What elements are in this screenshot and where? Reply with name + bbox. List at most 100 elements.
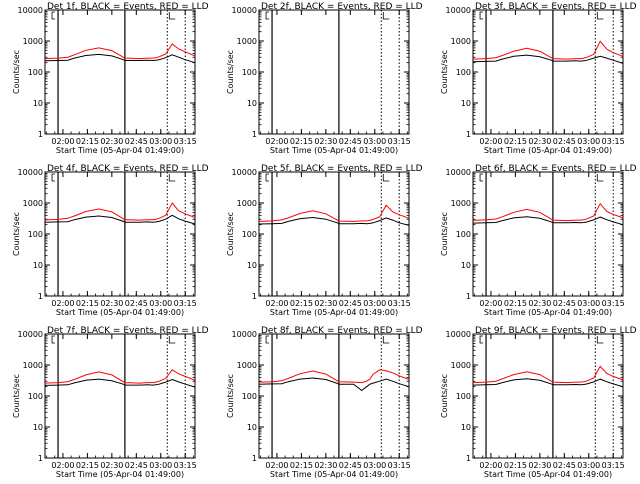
marker-bracket [265, 335, 270, 344]
x-tick-label: 02:45 [125, 461, 148, 470]
y-axis-label: Counts/sec [440, 374, 449, 418]
y-tick-label: 100 [242, 230, 257, 239]
x-tick-label: 02:30 [314, 299, 337, 308]
panel-det-5: Det 5f, BLACK = Events, RED = LLD 1 10 100 1… [226, 164, 423, 317]
panel-det-7: Det 7f, BLACK = Events, RED = LLD 1 10 100 1… [12, 326, 209, 479]
x-tick-label: 03:15 [388, 461, 411, 470]
series-line-lld [472, 365, 624, 384]
x-tick-label: 02:30 [314, 461, 337, 470]
marker-bracket [168, 12, 176, 20]
plot-frame [472, 9, 624, 135]
y-tick-label: 1000 [23, 199, 43, 208]
y-tick-label: 1 [38, 130, 43, 139]
y-tick-label: 10 [461, 423, 471, 432]
x-axis-label: Start Time (05-Apr-04 01:49:00) [56, 470, 184, 479]
y-axis-label: Counts/sec [440, 50, 449, 94]
x-tick-label: 03:15 [602, 137, 625, 146]
y-tick-label: 10000 [232, 168, 257, 177]
marker-bracket [382, 12, 390, 20]
y-axis-label: Counts/sec [226, 212, 235, 256]
marker-bracket [382, 174, 390, 182]
x-tick-label: 03:00 [363, 137, 386, 146]
y-tick-label: 10 [247, 423, 257, 432]
y-tick-label: 10000 [18, 6, 43, 15]
plot-frame [258, 9, 410, 135]
marker-bracket [479, 173, 484, 182]
x-tick-label: 03:00 [363, 461, 386, 470]
x-axis-label: Start Time (05-Apr-04 01:49:00) [484, 470, 612, 479]
y-tick-label: 1000 [237, 361, 257, 370]
plot-frame [472, 333, 624, 459]
x-tick-label: 03:15 [602, 461, 625, 470]
plot-frame [258, 171, 410, 297]
x-tick-label: 03:15 [174, 299, 197, 308]
y-tick-label: 100 [242, 392, 257, 401]
series-line-events [44, 214, 196, 225]
panel-det-3: Det 3f, BLACK = Events, RED = LLD 1 10 100 1… [440, 2, 637, 155]
x-tick-label: 02:00 [51, 299, 74, 308]
y-tick-label: 10 [247, 99, 257, 108]
x-tick-label: 03:00 [149, 461, 172, 470]
x-axis-label: Start Time (05-Apr-04 01:49:00) [56, 146, 184, 155]
y-tick-label: 1 [252, 292, 257, 301]
y-tick-label: 100 [28, 230, 43, 239]
x-tick-label: 03:15 [174, 137, 197, 146]
x-tick-label: 02:15 [76, 299, 99, 308]
x-tick-label: 02:30 [528, 461, 551, 470]
y-tick-label: 10 [247, 261, 257, 270]
marker-bracket [479, 11, 484, 20]
panel-title: Det 2f, BLACK = Events, RED = LLD [261, 2, 423, 12]
marker-bracket [265, 11, 270, 20]
y-tick-label: 1000 [451, 361, 471, 370]
x-tick-label: 02:45 [553, 299, 576, 308]
x-tick-label: 03:15 [388, 137, 411, 146]
series-line-lld [44, 202, 196, 221]
plot-frame [258, 333, 410, 459]
x-tick-label: 03:00 [577, 461, 600, 470]
x-axis-label: Start Time (05-Apr-04 01:49:00) [270, 308, 398, 317]
y-tick-label: 100 [456, 392, 471, 401]
panel-title: Det 3f, BLACK = Events, RED = LLD [475, 2, 637, 12]
series-line-events [472, 216, 624, 226]
panel-det-8: Det 8f, BLACK = Events, RED = LLD 1 10 100 1… [226, 326, 423, 479]
series-line-lld [258, 204, 410, 222]
x-tick-label: 02:00 [479, 461, 502, 470]
y-tick-label: 1000 [237, 199, 257, 208]
y-tick-label: 1000 [23, 361, 43, 370]
panel-title: Det 4f, BLACK = Events, RED = LLD [47, 164, 209, 174]
x-tick-label: 02:45 [339, 137, 362, 146]
y-tick-label: 10000 [446, 330, 471, 339]
x-tick-label: 02:15 [504, 137, 527, 146]
y-tick-label: 10000 [18, 168, 43, 177]
y-tick-label: 10 [33, 423, 43, 432]
plot-frame [44, 171, 196, 297]
x-axis-label: Start Time (05-Apr-04 01:49:00) [484, 308, 612, 317]
x-tick-label: 03:00 [577, 137, 600, 146]
series-line-events [44, 53, 196, 64]
x-tick-label: 02:30 [100, 299, 123, 308]
x-tick-label: 03:00 [577, 299, 600, 308]
x-tick-label: 02:00 [51, 461, 74, 470]
y-tick-label: 1 [466, 292, 471, 301]
y-tick-label: 10000 [446, 168, 471, 177]
panel-title: Det 5f, BLACK = Events, RED = LLD [261, 164, 423, 174]
y-tick-label: 1 [466, 130, 471, 139]
plot-frame [44, 333, 196, 459]
x-axis-label: Start Time (05-Apr-04 01:49:00) [270, 470, 398, 479]
y-tick-label: 1 [252, 454, 257, 463]
panel-det-9: Det 9f, BLACK = Events, RED = LLD 1 10 100 1… [440, 326, 637, 479]
x-tick-label: 02:45 [339, 299, 362, 308]
y-tick-label: 1 [466, 454, 471, 463]
x-tick-label: 02:00 [51, 137, 74, 146]
y-axis-label: Counts/sec [12, 374, 21, 418]
x-tick-label: 02:00 [265, 461, 288, 470]
x-tick-label: 03:00 [149, 299, 172, 308]
y-tick-label: 1 [252, 130, 257, 139]
y-tick-label: 100 [242, 68, 257, 77]
panel-title: Det 8f, BLACK = Events, RED = LLD [261, 326, 423, 336]
y-tick-label: 1000 [23, 37, 43, 46]
y-tick-label: 100 [28, 68, 43, 77]
x-tick-label: 03:00 [363, 299, 386, 308]
